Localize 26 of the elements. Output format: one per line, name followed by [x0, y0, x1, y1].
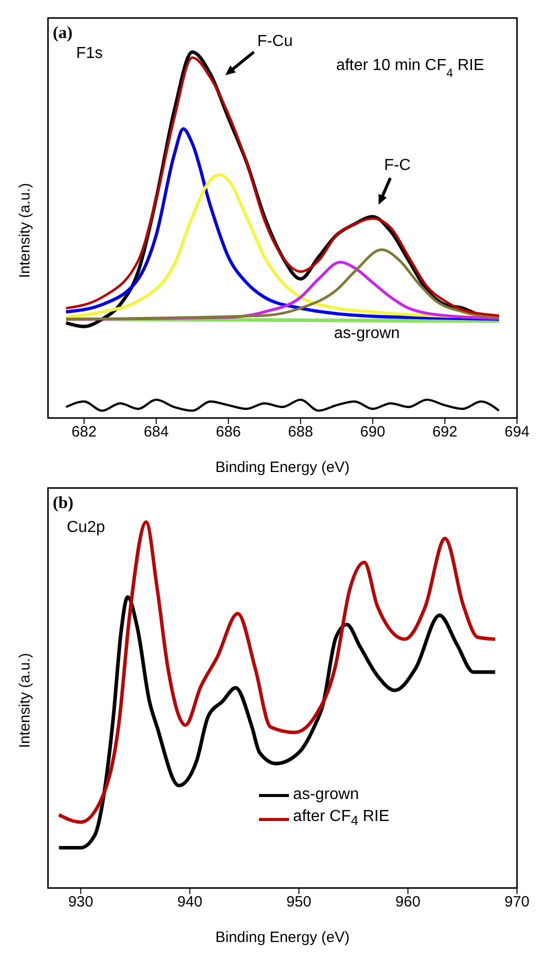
x-tick-label: 950: [286, 894, 312, 911]
x-tick-label: 694: [504, 424, 530, 441]
text: (b): [52, 493, 74, 512]
x-axis-title: Binding Energy (eV): [215, 929, 350, 946]
x-tick-label: 940: [177, 894, 202, 911]
x-tick-label: 970: [504, 894, 530, 911]
legend-label: after CF$_{4}$ RIE: [293, 807, 390, 830]
x-tick-label: 960: [395, 894, 420, 911]
x-tick-label: 688: [288, 424, 314, 441]
x-tick-label: 686: [216, 424, 241, 441]
x-tick-label: 930: [68, 894, 94, 911]
y-axis-title: Intensity (a.u.): [16, 182, 34, 278]
annotation: F-C: [384, 157, 411, 174]
x-tick-label: 684: [144, 424, 169, 441]
text: (a): [52, 23, 73, 42]
x-axis-title: Binding Energy (eV): [215, 459, 350, 476]
annotation: F1s: [76, 45, 103, 62]
annotation: after 10 min CF$_{4}$ RIE: [336, 57, 484, 80]
x-tick-label: 692: [432, 424, 458, 441]
annotation: Cu2p: [66, 519, 106, 536]
y-axis-title: Intensity (a.u.): [16, 652, 34, 748]
x-tick-label: 690: [360, 424, 386, 441]
annotation: as-grown: [334, 325, 400, 342]
legend-label: as-grown: [293, 785, 359, 805]
x-tick-label: 682: [72, 424, 97, 441]
text: F-Cu: [257, 33, 293, 50]
